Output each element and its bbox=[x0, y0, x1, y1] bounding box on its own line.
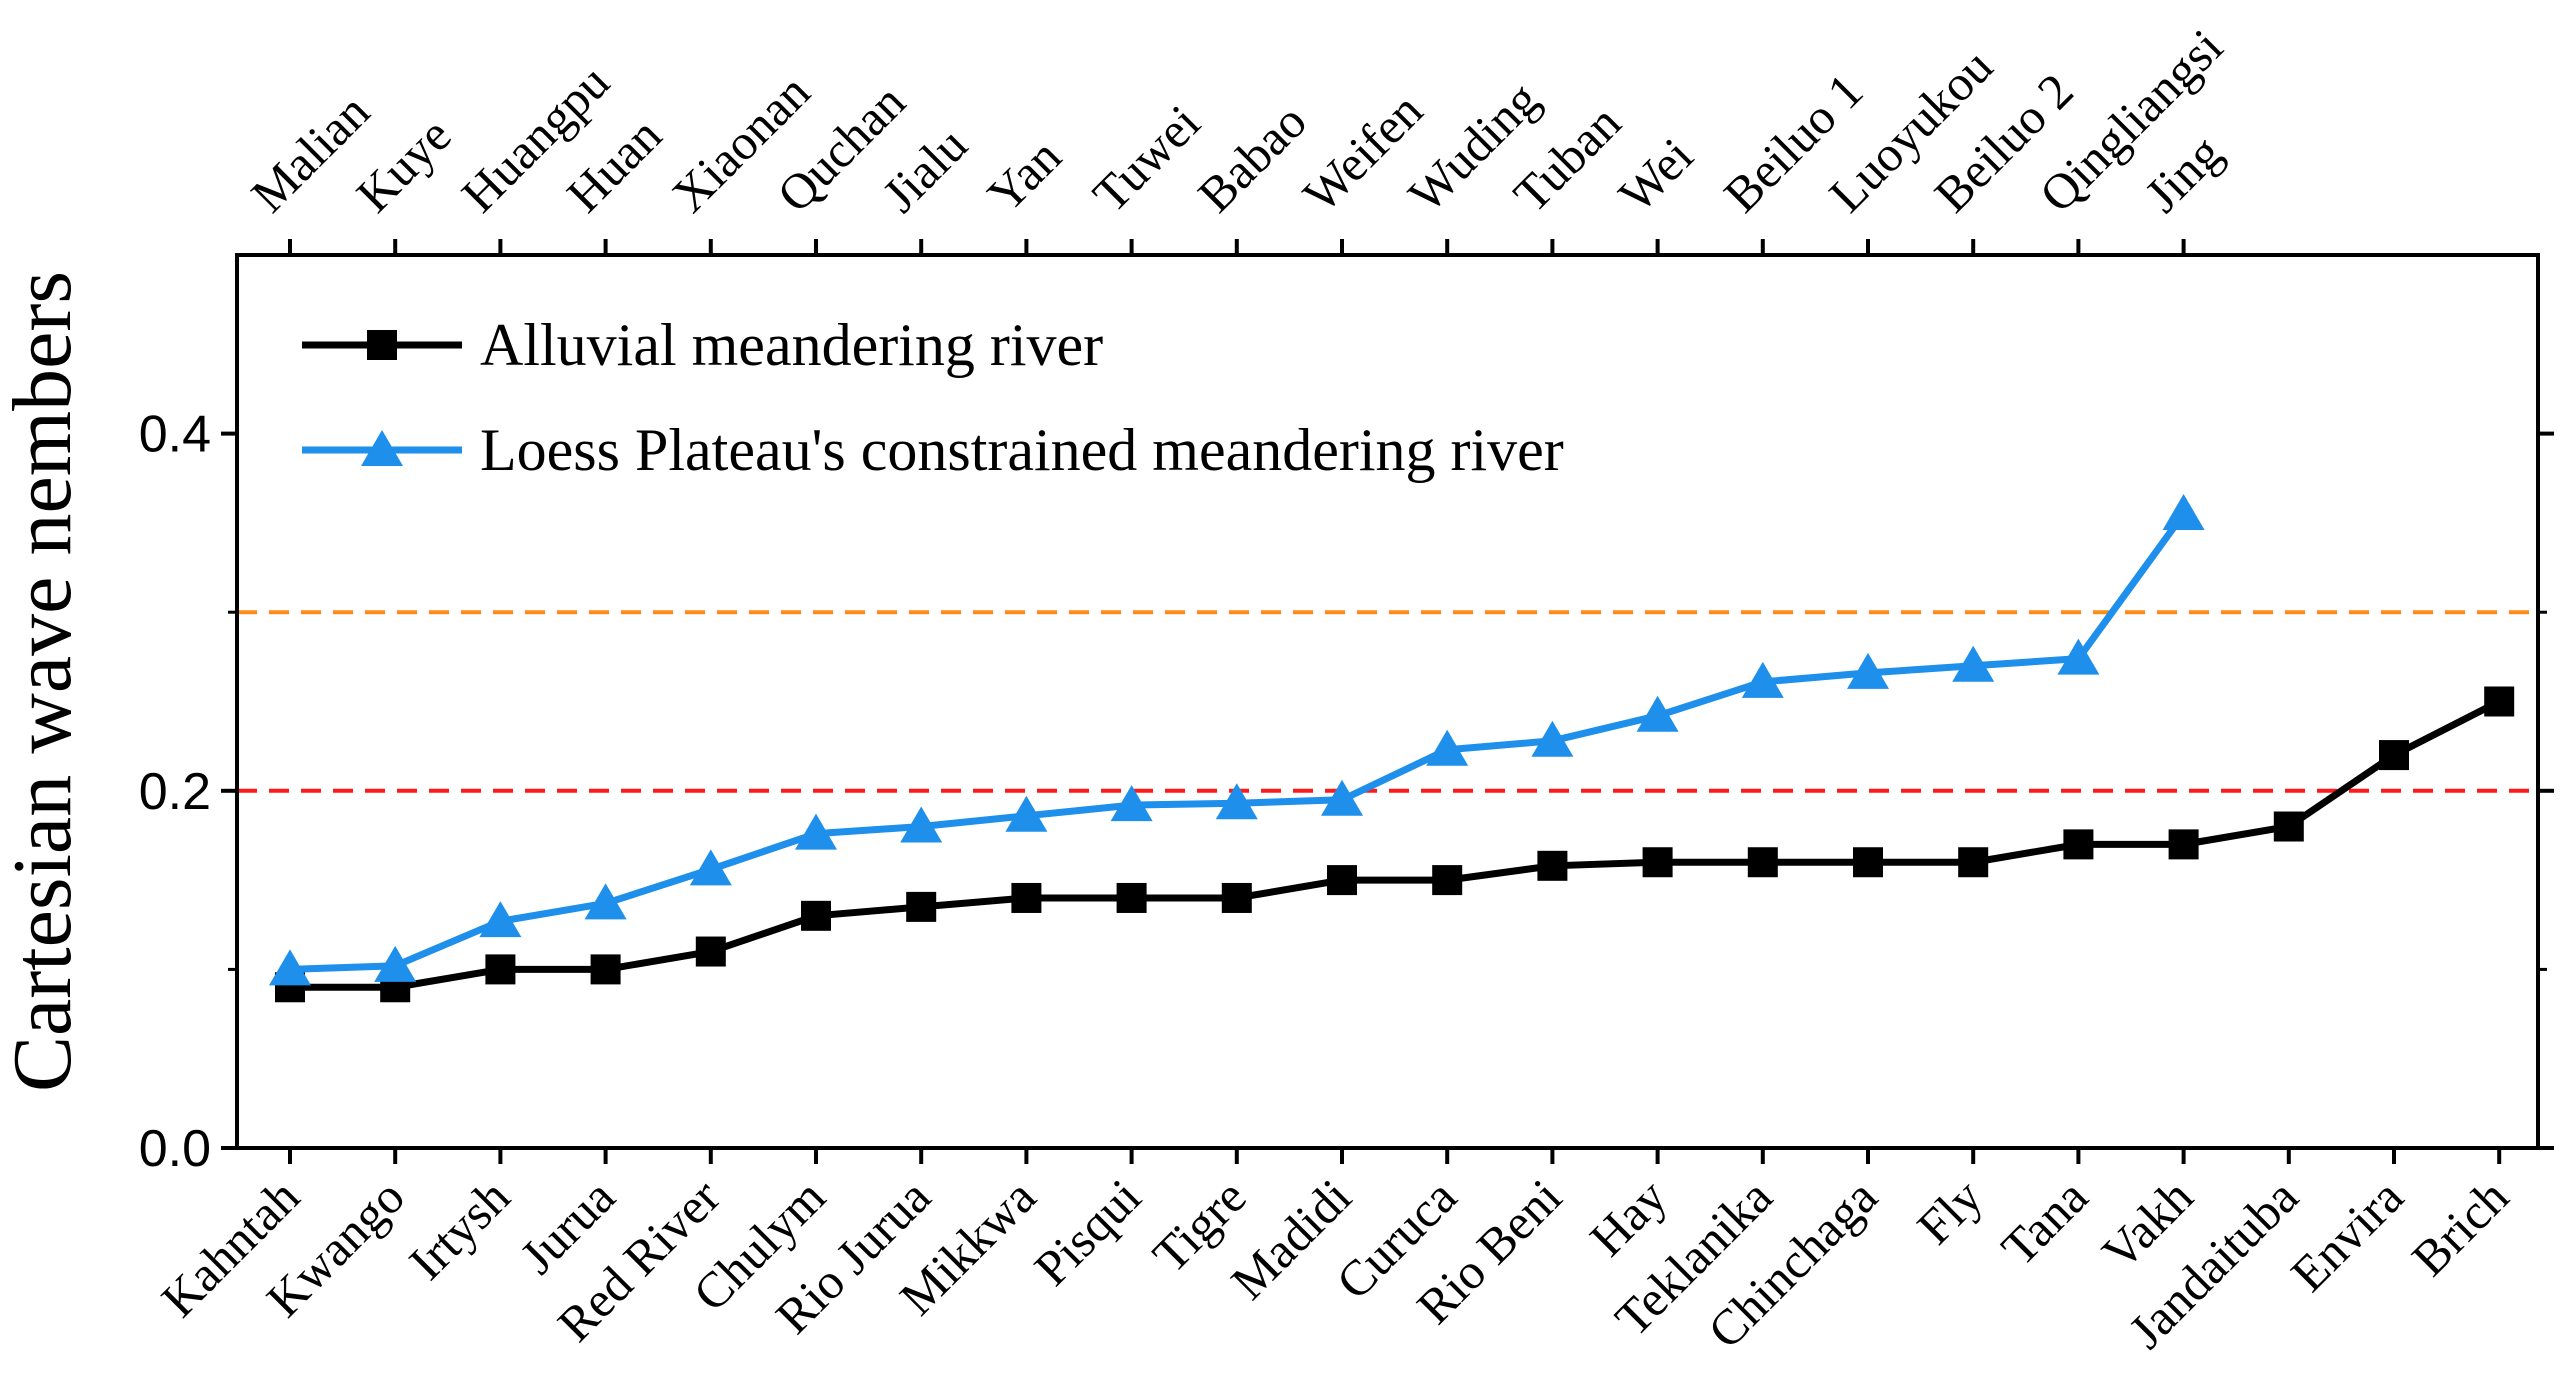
square-marker bbox=[1747, 847, 1778, 878]
square-marker bbox=[2484, 686, 2515, 717]
triangle-marker bbox=[1636, 695, 1679, 732]
x-tick-label-bottom: Irtysh bbox=[398, 1168, 520, 1290]
triangle-marker bbox=[1952, 645, 1995, 682]
x-tick-label-top: Malian bbox=[240, 83, 380, 223]
triangle-marker bbox=[1110, 785, 1153, 822]
ticks-layer bbox=[221, 239, 2554, 1164]
x-tick-label-bottom: Madidi bbox=[1220, 1168, 1362, 1310]
series-line bbox=[290, 698, 2501, 991]
square-marker bbox=[1432, 865, 1463, 896]
legend-label-0: Alluvial meandering river bbox=[480, 312, 1103, 378]
triangle-marker bbox=[269, 949, 311, 986]
square-marker bbox=[906, 891, 937, 922]
triangle-marker bbox=[1005, 795, 1048, 832]
triangle-marker bbox=[2162, 493, 2205, 530]
series-0 bbox=[275, 686, 2515, 1003]
square-marker bbox=[2168, 829, 2199, 860]
square-marker bbox=[1642, 847, 1673, 878]
triangle-marker bbox=[584, 883, 627, 920]
x-tick-label-bottom: Brich bbox=[2401, 1168, 2519, 1286]
x-tick-label-bottom: Pisqui bbox=[1023, 1168, 1151, 1296]
square-marker bbox=[1327, 865, 1357, 896]
triangle-marker bbox=[1215, 783, 1258, 820]
triangle-marker bbox=[689, 849, 732, 886]
legend: Alluvial meandering river Loess Plateau's… bbox=[302, 312, 1564, 483]
square-marker bbox=[1011, 882, 1042, 913]
x-tick-label-top: Yan bbox=[977, 128, 1072, 223]
square-marker bbox=[2063, 829, 2094, 860]
square-marker bbox=[1116, 882, 1147, 913]
triangle-marker bbox=[1321, 779, 1363, 816]
x-tick-label-top: Babao bbox=[1187, 93, 1317, 223]
triangle-marker bbox=[1531, 720, 1574, 757]
x-tick-label-top: Tuwei bbox=[1082, 94, 1211, 223]
square-marker bbox=[367, 330, 397, 360]
y-tick-label: 0.4 bbox=[139, 406, 211, 464]
triangle-marker bbox=[374, 945, 417, 982]
square-marker bbox=[1221, 882, 1252, 913]
square-marker bbox=[801, 900, 831, 931]
square-marker bbox=[1958, 847, 1989, 878]
triangle-marker bbox=[361, 430, 403, 466]
triangle-marker bbox=[2057, 638, 2100, 675]
triangle-marker bbox=[1426, 729, 1469, 766]
series-layer bbox=[269, 493, 2515, 1003]
x-tick-label-bottom: Tana bbox=[1990, 1168, 2098, 1276]
y-axis-title: Cartesian wave nembers bbox=[0, 271, 89, 1092]
square-marker bbox=[2379, 740, 2409, 771]
x-tick-label-top: Weifen bbox=[1292, 82, 1433, 223]
plot-frame bbox=[235, 253, 2540, 1150]
square-marker bbox=[590, 954, 621, 985]
x-tick-label-bottom: Fly bbox=[1906, 1168, 1993, 1255]
square-marker bbox=[1853, 847, 1883, 878]
triangle-marker bbox=[795, 813, 837, 850]
square-marker bbox=[695, 936, 726, 967]
triangle-marker bbox=[479, 901, 522, 938]
square-marker bbox=[2273, 811, 2304, 842]
triangle-marker bbox=[1847, 652, 1889, 689]
y-tick-label: 0.2 bbox=[139, 763, 211, 821]
y-tick-label: 0.0 bbox=[139, 1120, 211, 1178]
square-marker bbox=[485, 954, 516, 985]
x-tick-label-bottom: Envira bbox=[2280, 1168, 2414, 1302]
square-marker bbox=[1537, 850, 1568, 881]
triangle-marker bbox=[1741, 661, 1784, 698]
triangle-marker bbox=[900, 806, 943, 843]
series-1 bbox=[269, 493, 2205, 986]
reference-lines bbox=[237, 610, 2538, 793]
legend-label-1: Loess Plateau's constrained meandering r… bbox=[480, 417, 1564, 483]
